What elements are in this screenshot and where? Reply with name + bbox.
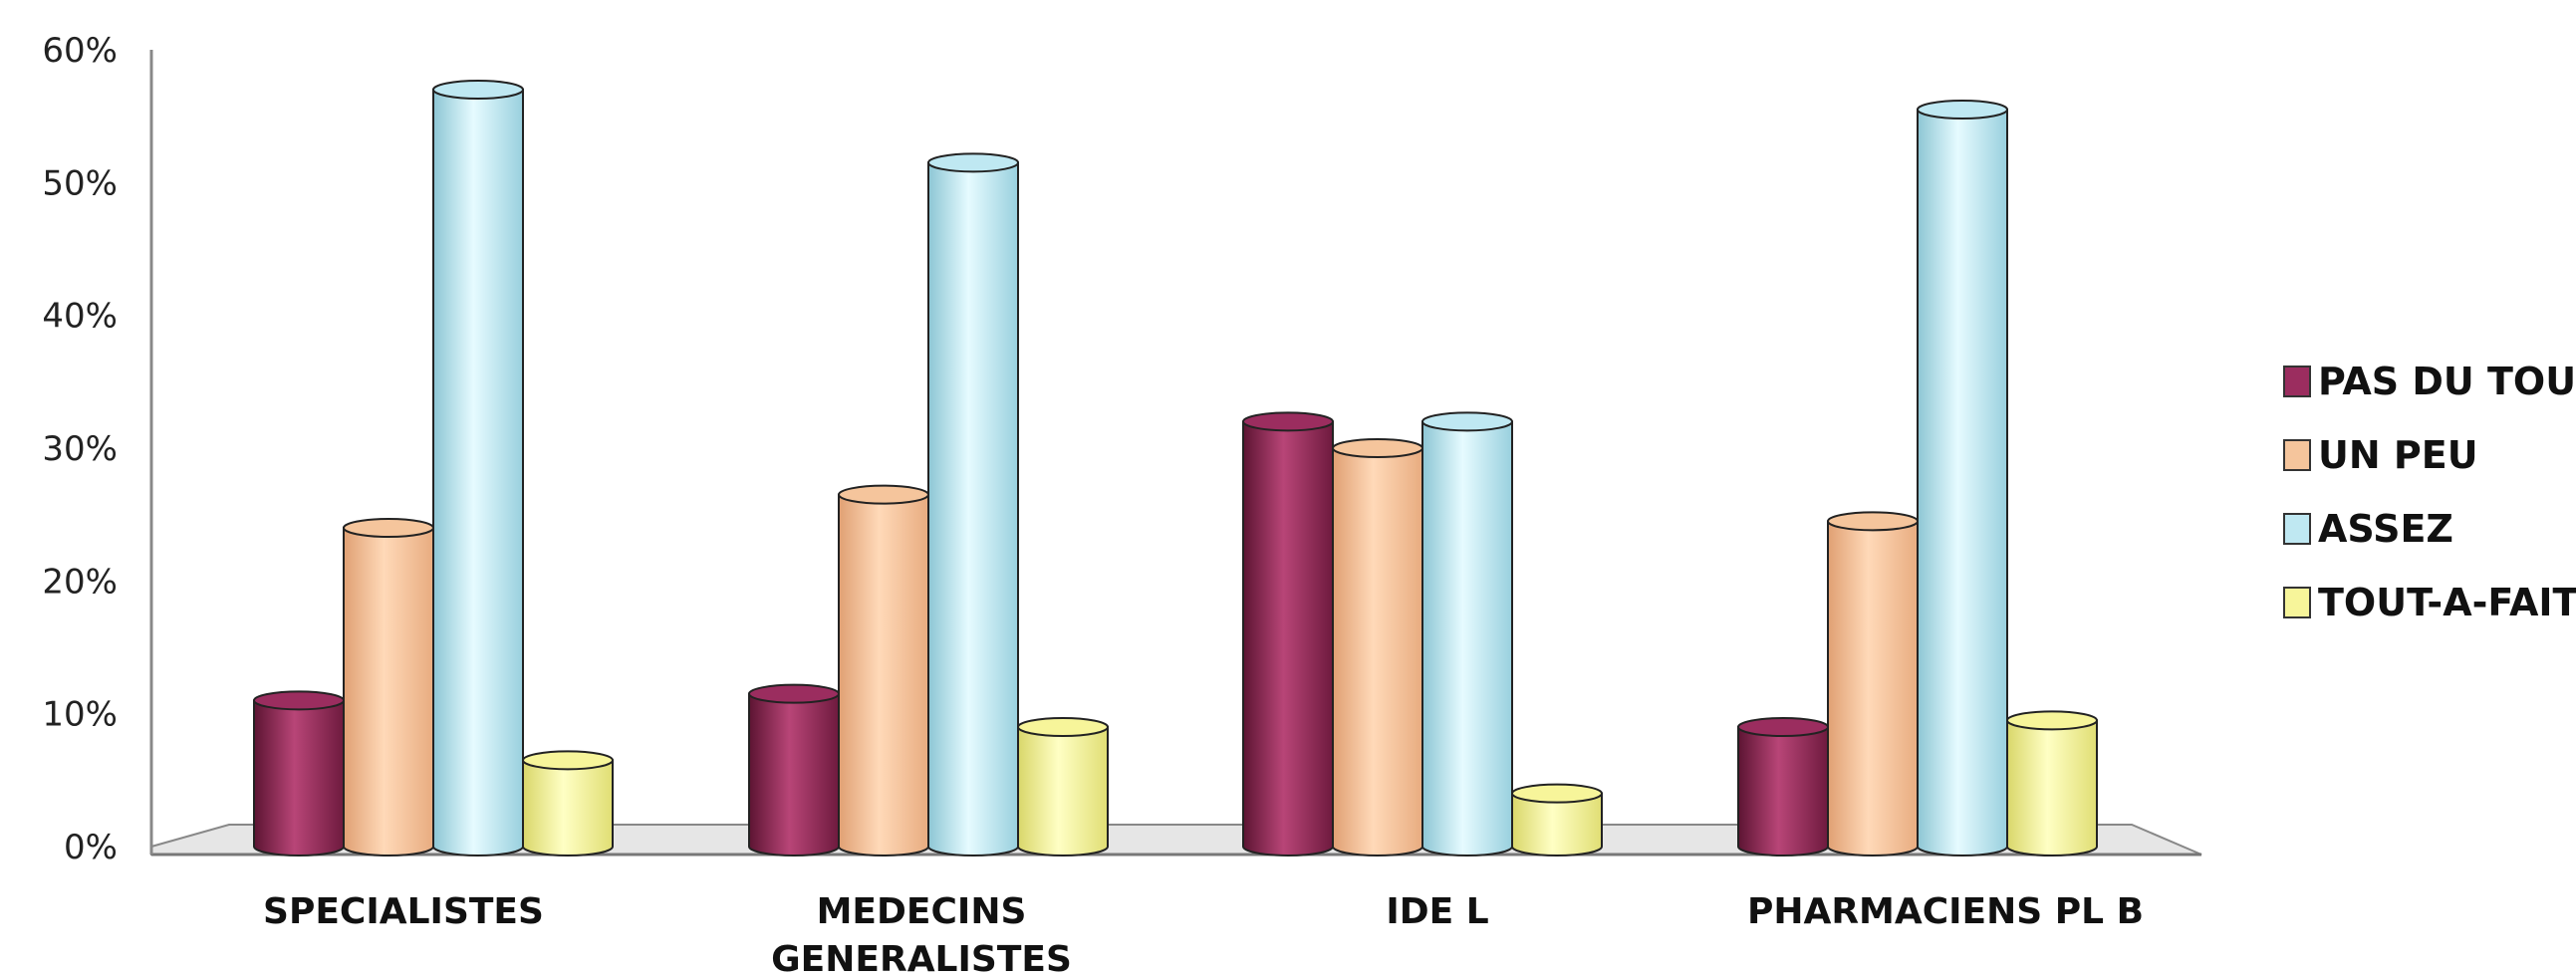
bar (2006, 710, 2098, 856)
y-tick-label: 40% (42, 297, 118, 337)
y-tick-label: 50% (42, 163, 118, 203)
legend-swatch (2283, 513, 2311, 545)
category-label: GENERALISTES (771, 939, 1072, 978)
legend-swatch (2283, 439, 2311, 471)
y-tick-label: 30% (42, 429, 118, 469)
bar (1242, 411, 1334, 856)
y-tick-label: 0% (64, 828, 118, 867)
bar (1737, 717, 1829, 856)
legend-swatch (2283, 366, 2311, 397)
legend: PAS DU TOUT UN PEU ASSEZ TOUT-A-FAIT (2283, 360, 2576, 624)
category-label: SPECIALISTES (263, 891, 544, 932)
legend-item: PAS DU TOUT (2283, 360, 2576, 403)
bar (1917, 100, 2008, 856)
bar (927, 152, 1019, 856)
bar (522, 750, 614, 856)
legend-label: PAS DU TOUT (2318, 360, 2576, 403)
bars (253, 80, 2098, 856)
bar (1827, 511, 1919, 856)
y-tick-label: 10% (42, 695, 118, 735)
y-tick-label: 60% (42, 31, 118, 71)
legend-label: UN PEU (2318, 433, 2478, 477)
legend-item: ASSEZ (2283, 507, 2453, 551)
legend-label: TOUT-A-FAIT (2318, 581, 2576, 624)
bar (1017, 717, 1109, 856)
bar (1511, 783, 1603, 856)
bar (838, 484, 929, 856)
bar (1421, 411, 1513, 856)
x-axis-labels: SPECIALISTES MEDECINS GENERALISTES IDE L PHA… (263, 891, 2144, 978)
bar (748, 683, 840, 856)
legend-item: TOUT-A-FAIT (2283, 581, 2576, 624)
legend-item: UN PEU (2283, 433, 2478, 477)
category-label: IDE L (1386, 891, 1488, 932)
bar (253, 690, 345, 856)
category-label: MEDECINS (817, 891, 1027, 932)
bar (432, 80, 524, 856)
y-tick-label: 20% (42, 562, 118, 602)
bar (343, 518, 434, 856)
legend-swatch (2283, 587, 2311, 618)
bar (1332, 438, 1423, 856)
legend-label: ASSEZ (2318, 507, 2453, 551)
y-axis-ticks: 0% 10% 20% 30% 40% 50% 60% (42, 31, 118, 867)
category-label: PHARMACIENS PL B (1747, 891, 2144, 932)
